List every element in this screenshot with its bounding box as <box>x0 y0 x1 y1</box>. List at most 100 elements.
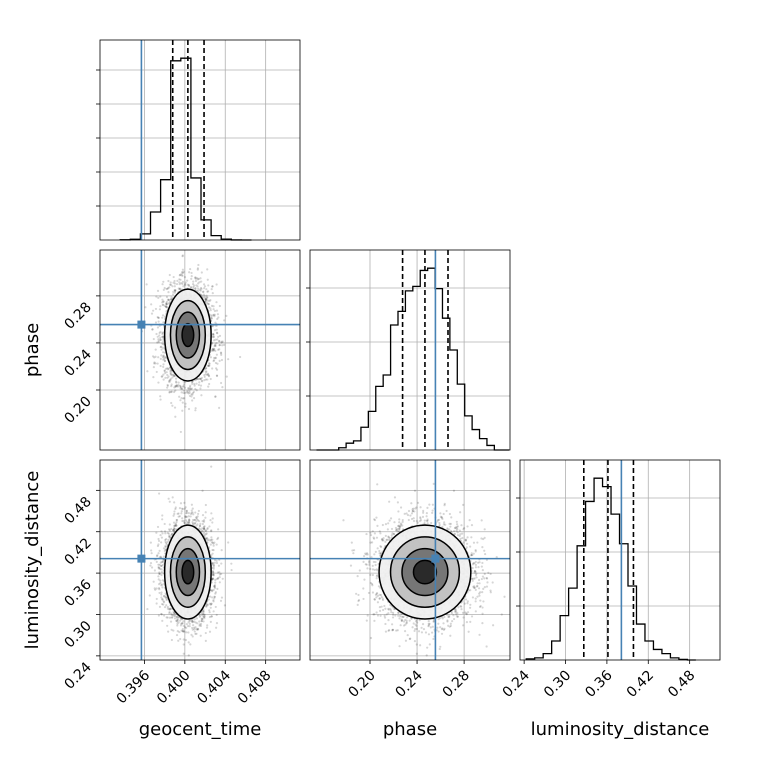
sample-point <box>217 528 220 531</box>
sample-point <box>173 524 176 527</box>
sample-point <box>191 618 194 621</box>
sample-point <box>152 376 155 379</box>
sample-point <box>180 387 183 391</box>
sample-point <box>159 338 162 341</box>
sample-point <box>178 287 182 290</box>
sample-point <box>159 345 162 349</box>
sample-point <box>182 652 185 655</box>
sample-point <box>209 519 212 522</box>
sample-point <box>195 617 198 620</box>
sample-point <box>159 330 162 333</box>
sample-point <box>163 286 166 290</box>
sample-point <box>166 287 169 290</box>
sample-point <box>206 278 209 281</box>
sample-point <box>162 300 165 303</box>
sample-point <box>198 288 201 291</box>
sample-point <box>180 281 183 285</box>
sample-point <box>157 341 160 344</box>
sample-point <box>188 271 191 274</box>
sample-point <box>197 287 200 290</box>
sample-point <box>211 552 214 555</box>
sample-point <box>162 363 165 366</box>
sample-point <box>216 332 219 335</box>
sample-point <box>173 375 176 378</box>
sample-point <box>212 348 216 352</box>
sample-point <box>165 287 168 291</box>
sample-point <box>187 392 190 395</box>
sample-point <box>198 381 201 384</box>
sample-point <box>216 317 219 321</box>
sample-point <box>161 532 164 535</box>
histogram-panel-phase <box>306 249 511 451</box>
sample-point <box>187 283 190 287</box>
sample-point <box>176 624 179 627</box>
sample-point <box>182 383 186 386</box>
sample-point <box>165 303 168 306</box>
sample-point <box>214 344 217 347</box>
sample-point <box>211 291 214 295</box>
sample-point <box>215 374 219 377</box>
sample-point <box>162 358 165 361</box>
sample-point <box>161 303 164 307</box>
sample-point <box>157 614 160 617</box>
sample-point <box>184 381 187 384</box>
sample-point <box>185 509 189 512</box>
sample-point <box>154 348 157 351</box>
sample-point <box>209 307 212 310</box>
sample-point <box>219 351 223 354</box>
sample-point <box>214 321 217 324</box>
sample-point <box>161 342 164 345</box>
sample-point <box>180 274 183 277</box>
sample-point <box>206 527 209 530</box>
sample-point <box>205 370 208 373</box>
sample-point <box>175 381 178 384</box>
sample-point <box>230 568 233 572</box>
sample-point <box>211 367 214 370</box>
sample-point <box>188 389 191 393</box>
sample-point <box>185 391 188 394</box>
sample-point <box>196 267 200 270</box>
sample-point <box>151 328 154 331</box>
sample-point <box>174 385 177 389</box>
sample-point <box>199 528 202 531</box>
sample-point <box>155 560 158 564</box>
sample-point <box>190 503 193 506</box>
sample-point <box>157 356 160 359</box>
sample-point <box>192 397 196 400</box>
sample-point <box>215 309 219 312</box>
sample-point <box>212 610 215 613</box>
sample-point <box>189 643 192 646</box>
sample-point <box>220 341 223 344</box>
sample-point <box>175 615 178 619</box>
sample-point <box>187 654 190 657</box>
sample-point <box>166 373 169 377</box>
sample-point <box>150 549 153 552</box>
sample-point <box>206 301 209 305</box>
sample-point <box>174 384 177 388</box>
sample-point <box>153 362 156 365</box>
sample-point <box>159 357 162 360</box>
sample-point <box>221 340 224 343</box>
sample-point <box>216 313 220 316</box>
sample-point <box>203 285 207 288</box>
sample-point <box>214 395 217 398</box>
sample-point <box>173 614 176 617</box>
sample-point <box>161 301 164 304</box>
sample-point <box>180 512 183 515</box>
sample-point <box>214 343 217 346</box>
sample-point <box>182 624 185 627</box>
sample-point <box>190 395 193 398</box>
sample-point <box>156 362 159 365</box>
sample-point <box>177 639 180 642</box>
sample-point <box>205 532 208 535</box>
sample-point <box>166 306 169 309</box>
sample-point <box>210 288 213 291</box>
sample-point <box>170 401 173 405</box>
sample-point <box>184 405 187 408</box>
sample-point <box>165 310 168 313</box>
sample-point <box>189 285 193 289</box>
sample-point <box>194 279 198 283</box>
sample-point <box>160 591 163 594</box>
sample-point <box>186 389 189 393</box>
